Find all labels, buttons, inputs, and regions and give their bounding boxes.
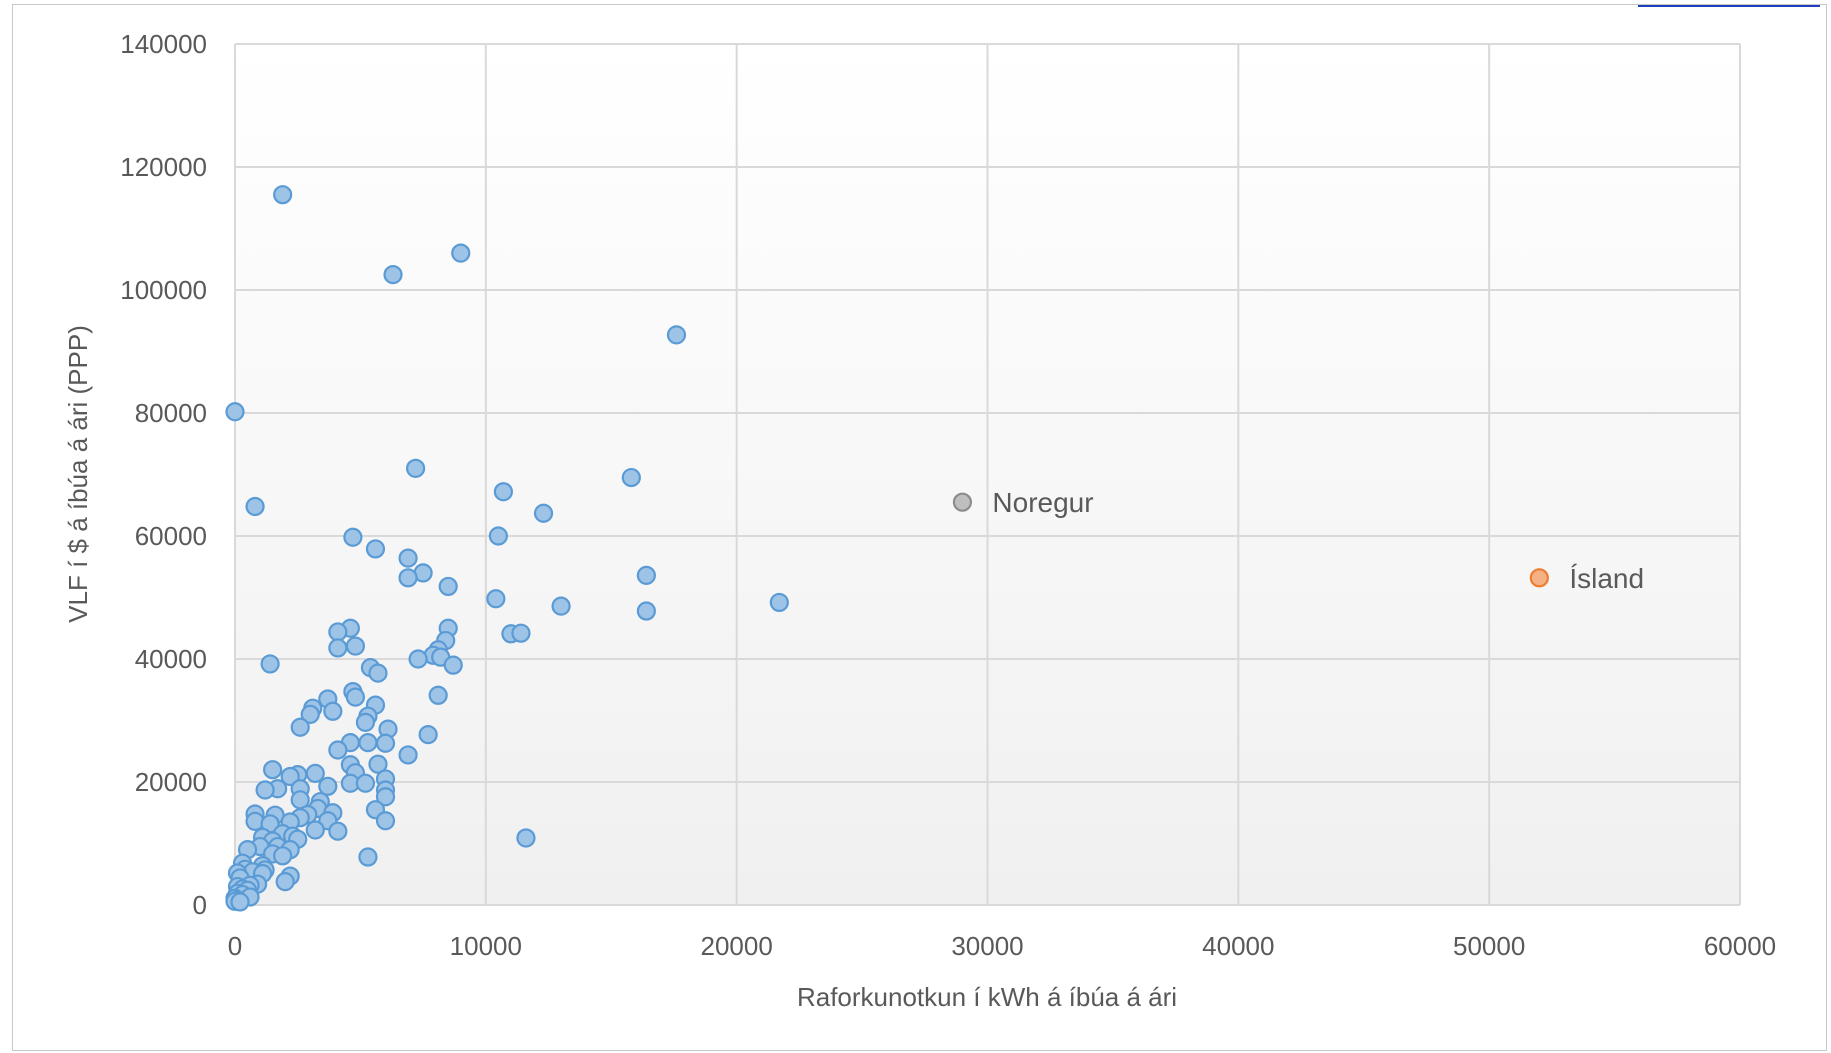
data-point [328, 638, 348, 658]
data-point [769, 592, 789, 613]
data-point [383, 265, 403, 285]
point-labels: Noregur Ísland [992, 487, 1644, 594]
x-tick-label: 20000 [701, 931, 773, 961]
data-point [418, 725, 438, 745]
x-tick-label: 0 [228, 931, 242, 961]
data-point [636, 565, 656, 585]
data-point [365, 539, 386, 559]
data-point [355, 773, 376, 793]
y-tick-label: 20000 [135, 767, 207, 797]
data-point [488, 526, 508, 546]
selection-edge-mark [1638, 5, 1820, 7]
data-point [355, 712, 376, 732]
data-point [516, 828, 536, 848]
data-point [398, 745, 418, 765]
data-point [263, 760, 283, 780]
data-point [318, 776, 338, 796]
y-tick-label: 60000 [135, 521, 207, 551]
data-point [375, 811, 396, 831]
data-point [368, 663, 388, 683]
data-point [438, 576, 458, 597]
data-point-noregur [952, 492, 973, 512]
y-tick-label: 140000 [120, 29, 207, 59]
data-point [328, 821, 348, 841]
y-tick-label: 80000 [135, 398, 207, 428]
point-label: Noregur [992, 487, 1093, 518]
data-point [408, 649, 428, 669]
x-tick-label: 50000 [1453, 931, 1525, 961]
data-point [533, 503, 554, 523]
data-point [230, 892, 250, 912]
data-point [345, 687, 365, 707]
data-point [621, 467, 641, 488]
data-point [428, 685, 448, 705]
data-point [323, 701, 343, 721]
data-point [290, 717, 310, 737]
data-point [443, 655, 463, 675]
x-tick-label: 60000 [1704, 931, 1776, 961]
data-point [273, 185, 293, 205]
data-point [551, 596, 571, 616]
tick-labels: 0 10000 20000 30000 40000 50000 60000 0 20000 400… [120, 29, 1776, 961]
data-point [406, 458, 426, 478]
grid-lines [234, 43, 1741, 906]
data-point [636, 601, 656, 621]
y-tick-label: 120000 [120, 152, 207, 182]
data-point [305, 820, 325, 840]
data-point [511, 623, 531, 643]
data-point [255, 780, 275, 800]
data-point [273, 846, 293, 866]
data-point [300, 704, 320, 724]
data-point [245, 496, 265, 517]
data-point [260, 654, 280, 674]
data-point [280, 766, 300, 787]
data-point [328, 622, 348, 642]
data-point [345, 636, 365, 656]
x-tick-label: 10000 [450, 931, 522, 961]
y-tick-label: 0 [193, 890, 207, 920]
data-point [493, 482, 513, 502]
x-tick-label: 30000 [951, 931, 1023, 961]
data-point [398, 548, 418, 568]
x-tick-label: 40000 [1202, 931, 1274, 961]
data-point [666, 325, 687, 345]
data-point [486, 589, 506, 609]
y-axis-title: VLF í $ á íbúa á ári (PPP) [63, 325, 93, 623]
data-point [451, 243, 471, 263]
y-tick-label: 100000 [120, 275, 207, 305]
data-point [328, 740, 348, 760]
x-axis-title: Raforkunotkun í kWh á íbúa á ári [797, 982, 1177, 1012]
data-point [375, 733, 396, 753]
y-tick-label: 40000 [135, 644, 207, 674]
data-point [398, 568, 418, 588]
point-label: Ísland [1569, 563, 1644, 594]
data-points [225, 185, 1549, 912]
data-point [358, 733, 378, 753]
data-point [358, 847, 378, 867]
data-point [275, 872, 295, 892]
data-point [375, 787, 396, 807]
data-point [368, 754, 388, 774]
data-point [225, 402, 245, 422]
data-point [343, 527, 363, 547]
data-point-ísland [1529, 568, 1549, 588]
